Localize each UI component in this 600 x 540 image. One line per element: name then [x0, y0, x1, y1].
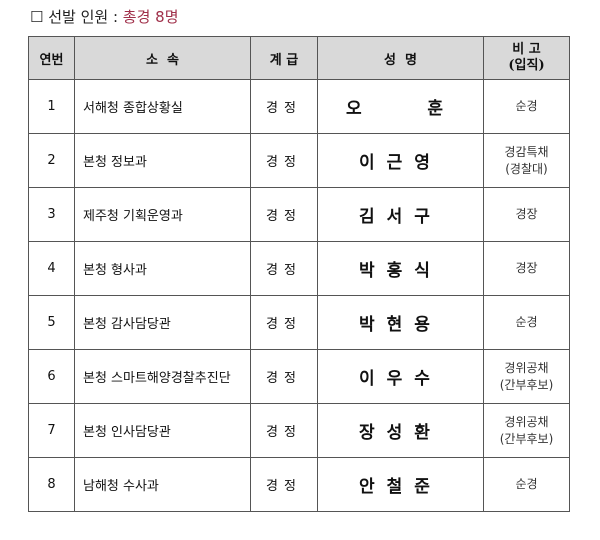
- row-rank: 경정: [250, 187, 318, 242]
- row-number: 2: [28, 133, 75, 188]
- row-rank: 경정: [250, 79, 318, 134]
- row-name: 김서구: [317, 187, 484, 242]
- row-name: 이근영: [317, 133, 484, 188]
- row-name: 안철준: [317, 457, 484, 512]
- row-rank: 경정: [250, 295, 318, 350]
- section-title: ☐ 선발 인원 : 총경 8명: [30, 6, 179, 27]
- table-row: 1 서해청 종합상황실 경정 오 훈 순경: [28, 79, 570, 134]
- header-row: 연번 소 속 계 급 성 명 비 고 (입직): [28, 36, 570, 80]
- row-number: 5: [28, 295, 75, 350]
- row-name: 박홍식: [317, 241, 484, 296]
- row-number: 8: [28, 457, 75, 512]
- row-note: 경위공채 (간부후보): [483, 349, 570, 404]
- row-note: 순경: [483, 79, 570, 134]
- table-row: 5 본청 감사담당관 경정 박현용 순경: [28, 295, 570, 350]
- header-no: 연번: [28, 36, 75, 80]
- row-org: 본청 스마트해양경찰추진단: [74, 349, 251, 404]
- row-note: 경장: [483, 187, 570, 242]
- row-number: 7: [28, 403, 75, 458]
- title-highlight: 총경 8명: [122, 8, 179, 26]
- table-row: 2 본청 정보과 경정 이근영 경감특채 (경찰대): [28, 133, 570, 188]
- row-rank: 경정: [250, 241, 318, 296]
- row-org: 제주청 기획운영과: [74, 187, 251, 242]
- row-org: 본청 형사과: [74, 241, 251, 296]
- row-note: 순경: [483, 295, 570, 350]
- table-row: 3 제주청 기획운영과 경정 김서구 경장: [28, 187, 570, 242]
- table-row: 6 본청 스마트해양경찰추진단 경정 이우수 경위공채 (간부후보): [28, 349, 570, 404]
- table-row: 4 본청 형사과 경정 박홍식 경장: [28, 241, 570, 296]
- row-rank: 경정: [250, 349, 318, 404]
- row-note: 경감특채 (경찰대): [483, 133, 570, 188]
- header-name: 성 명: [317, 36, 484, 80]
- header-note: 비 고 (입직): [483, 36, 570, 80]
- row-org: 남해청 수사과: [74, 457, 251, 512]
- table-row: 8 남해청 수사과 경정 안철준 순경: [28, 457, 570, 512]
- row-name: 오 훈: [317, 79, 484, 134]
- header-org: 소 속: [74, 36, 251, 80]
- row-rank: 경정: [250, 403, 318, 458]
- header-rank: 계 급: [250, 36, 318, 80]
- row-number: 1: [28, 79, 75, 134]
- row-org: 본청 감사담당관: [74, 295, 251, 350]
- row-org: 본청 정보과: [74, 133, 251, 188]
- row-number: 6: [28, 349, 75, 404]
- table-row: 7 본청 인사담당관 경정 장성환 경위공채 (간부후보): [28, 403, 570, 458]
- row-name: 장성환: [317, 403, 484, 458]
- row-rank: 경정: [250, 457, 318, 512]
- row-note: 경장: [483, 241, 570, 296]
- row-rank: 경정: [250, 133, 318, 188]
- row-name: 박현용: [317, 295, 484, 350]
- row-org: 본청 인사담당관: [74, 403, 251, 458]
- row-name: 이우수: [317, 349, 484, 404]
- row-org: 서해청 종합상황실: [74, 79, 251, 134]
- row-number: 4: [28, 241, 75, 296]
- row-number: 3: [28, 187, 75, 242]
- title-prefix: ☐ 선발 인원 :: [30, 8, 123, 26]
- row-note: 순경: [483, 457, 570, 512]
- row-note: 경위공채 (간부후보): [483, 403, 570, 458]
